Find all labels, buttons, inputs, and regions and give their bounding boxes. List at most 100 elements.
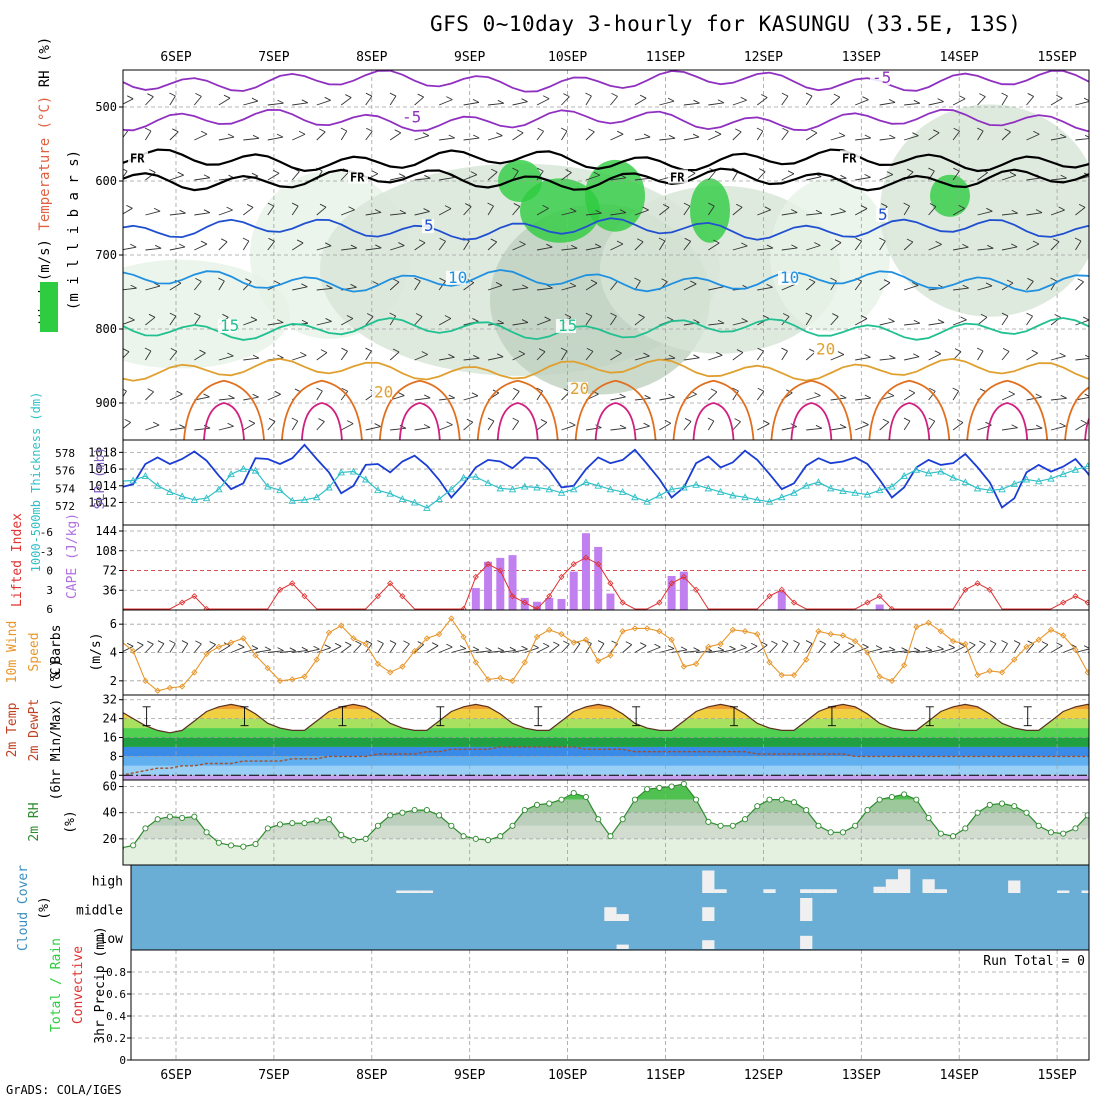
isotherm-label-bg — [348, 169, 368, 184]
lifted-index-point — [484, 561, 492, 568]
wind-barb — [341, 244, 358, 251]
temp2m-ytick-label: 8 — [110, 749, 117, 763]
rh-point — [399, 809, 406, 816]
lifted-index-point — [582, 554, 590, 561]
wind-barb — [414, 174, 431, 181]
precip-ytick-label: 0.6 — [106, 988, 126, 1001]
rh-point — [362, 835, 369, 842]
wind-speed-point — [925, 619, 932, 626]
wind-barb — [855, 96, 869, 106]
wind-barb — [536, 387, 543, 401]
wind-barb — [854, 237, 862, 251]
slp-right-ylabel: SLP (mb) — [93, 447, 108, 510]
wind-speed-point — [1023, 643, 1030, 650]
day-label-top: 7SEP — [258, 50, 289, 65]
day-label-top: 12SEP — [744, 50, 783, 65]
upper-rh-field — [123, 104, 1089, 395]
wind-barb — [708, 646, 725, 653]
wind-barb — [157, 640, 165, 653]
thickness-point — [349, 467, 358, 475]
thickness-point — [1047, 474, 1055, 482]
wind-barb — [438, 421, 453, 431]
thickness-point — [435, 495, 443, 502]
wind-speed-point — [949, 638, 957, 645]
wind-speed-point — [374, 660, 382, 667]
rh-band — [123, 838, 1089, 865]
wind-barb — [977, 93, 986, 106]
wind-barb — [243, 316, 258, 326]
isotherm-20 — [672, 379, 755, 440]
isotherm-25 — [496, 402, 539, 440]
wind-barb — [1050, 94, 1063, 106]
rh-point — [998, 800, 1006, 807]
wind-barb — [389, 92, 397, 106]
wind-speed-point — [631, 625, 639, 632]
rh2m-b-ylabel: (%) — [63, 810, 78, 833]
precip-frame — [130, 949, 1090, 1061]
wind-barb — [340, 641, 352, 653]
thickness-point — [410, 498, 419, 506]
wind10m-ytick-label: 4 — [110, 646, 117, 660]
wind-barb — [255, 646, 272, 653]
cloud-block — [885, 879, 899, 893]
rh-point — [142, 825, 149, 832]
thickness-point — [606, 485, 615, 493]
thickness-point — [875, 486, 884, 494]
wind-speed-point — [558, 630, 565, 638]
wind-speed-point — [399, 663, 406, 670]
wind-barb — [414, 208, 430, 216]
wind-barb — [365, 209, 382, 216]
wind-barb — [524, 644, 539, 653]
wind-barb — [989, 640, 997, 653]
lifted-index-point — [1084, 599, 1089, 606]
wind-barb — [952, 387, 960, 401]
rh-point — [790, 799, 798, 806]
thickness-point — [924, 469, 933, 477]
lifted-index-point — [864, 599, 871, 606]
wind-speed-point — [656, 628, 663, 635]
rh-legend-swatch — [40, 282, 58, 332]
wind-barb — [953, 243, 969, 251]
cloud-block — [616, 944, 629, 949]
wind-barb — [488, 647, 505, 653]
wind-barb — [218, 133, 235, 141]
wind-speed-point — [203, 650, 210, 658]
wind-speed-point — [582, 636, 590, 643]
temp-a-ylabel: 2m Temp — [5, 702, 20, 757]
cloud-block — [800, 889, 813, 893]
slp-left-tick: 574 — [55, 482, 75, 495]
cape-bar — [520, 597, 529, 610]
wind-speed-point — [497, 674, 504, 682]
wind-barb — [1001, 171, 1017, 181]
cloud-block — [1057, 890, 1070, 893]
day-label-top: 10SEP — [548, 50, 587, 65]
wind-barb — [414, 132, 430, 141]
wind10m-c-ylabel: & Barbs — [49, 625, 64, 680]
wind-barb — [1075, 645, 1089, 653]
wind-barb — [928, 129, 940, 141]
rh-point — [1035, 822, 1042, 829]
thickness-point — [508, 485, 517, 493]
wind-barb — [1050, 394, 1067, 401]
wind-speed-point — [570, 639, 577, 646]
isotherm-label-bg — [446, 270, 466, 285]
rh-point — [546, 800, 553, 807]
wind-speed-point — [460, 633, 467, 641]
lifted-index-point — [533, 605, 541, 610]
wind-barb — [1074, 237, 1082, 251]
rh-point — [974, 809, 981, 816]
rh-point — [950, 833, 957, 840]
wind-barb — [414, 641, 424, 653]
rh-point — [913, 796, 920, 803]
wind-barb — [781, 209, 798, 216]
wind-barb — [267, 202, 275, 216]
cloud-layer-label: low — [100, 932, 124, 947]
wind-barb — [585, 171, 601, 181]
wind-speed-point — [900, 662, 908, 669]
wind-speed-point — [546, 626, 553, 633]
isotherm-label: FR — [350, 171, 365, 185]
rh-point — [240, 843, 247, 850]
cape-bar — [533, 601, 542, 610]
wind-barb — [218, 238, 228, 251]
upper-unit-ylabel: (m i l l i b a r s) — [66, 150, 82, 310]
